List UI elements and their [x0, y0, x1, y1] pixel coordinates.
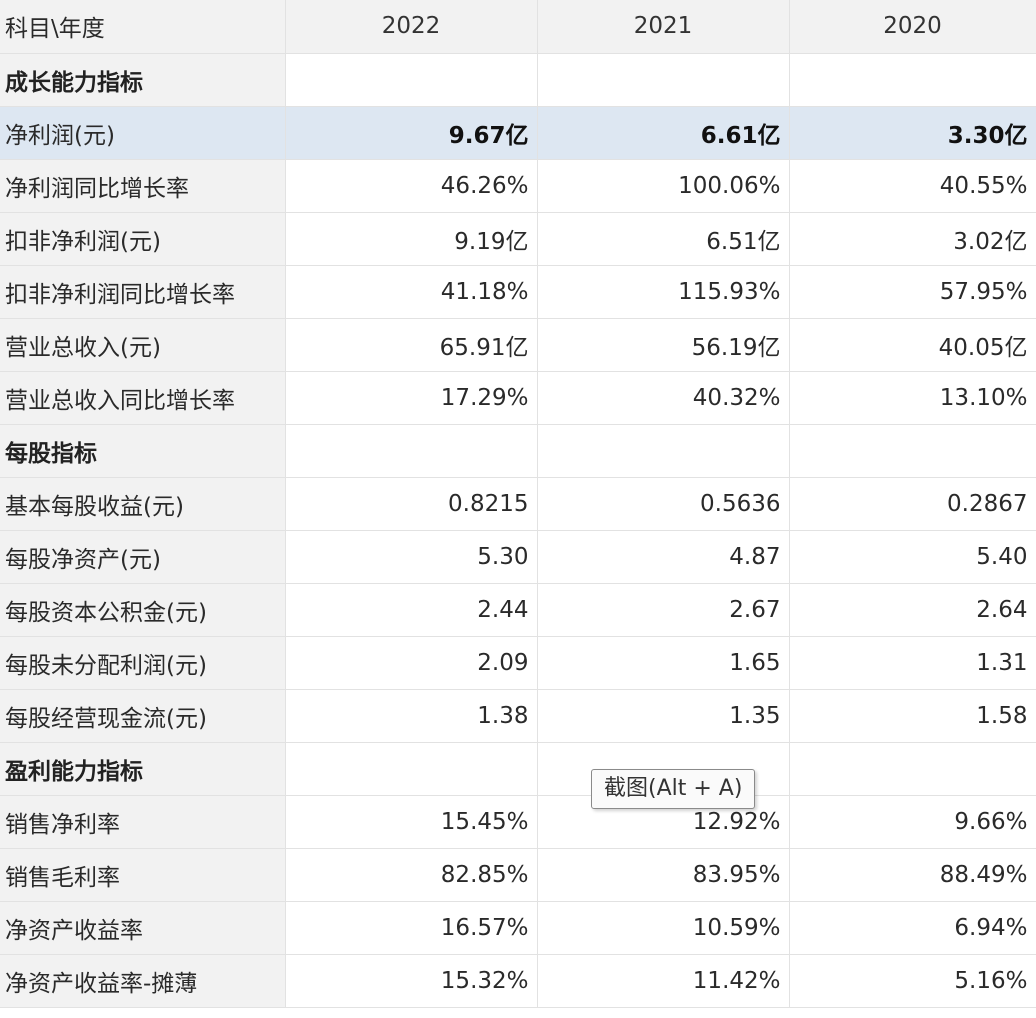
table-header-row: 科目\年度 2022 2021 2020: [0, 0, 1036, 54]
table-row[interactable]: 每股经营现金流(元) 1.38 1.35 1.58: [0, 689, 1036, 743]
table-cell: 40.05亿: [789, 318, 1036, 372]
table-row[interactable]: 营业总收入(元) 65.91亿 56.19亿 40.05亿: [0, 318, 1036, 372]
table-cell: 5.16%: [789, 954, 1036, 1008]
table-cell: 1.65: [537, 636, 790, 690]
table-cell: [789, 53, 1036, 107]
table-cell: 1.38: [285, 689, 538, 743]
row-label: 销售净利率: [0, 795, 286, 849]
table-cell: 3.30亿: [789, 106, 1036, 160]
section-title-profitability: 盈利能力指标: [0, 742, 286, 796]
table-cell: [537, 424, 790, 478]
table-cell: 88.49%: [789, 848, 1036, 902]
table-cell: 100.06%: [537, 159, 790, 213]
table-cell: 10.59%: [537, 901, 790, 955]
table-cell: 41.18%: [285, 265, 538, 319]
table-row[interactable]: 每股净资产(元) 5.30 4.87 5.40: [0, 530, 1036, 584]
table-cell: 11.42%: [537, 954, 790, 1008]
table-cell: 13.10%: [789, 371, 1036, 425]
table-cell: 15.32%: [285, 954, 538, 1008]
table-cell: 40.32%: [537, 371, 790, 425]
screenshot-shortcut-tooltip: 截图(Alt + A): [591, 769, 756, 809]
table-row[interactable]: 每股资本公积金(元) 2.44 2.67 2.64: [0, 583, 1036, 637]
header-year-2022[interactable]: 2022: [285, 0, 538, 54]
table-cell: 2.44: [285, 583, 538, 637]
table-cell: 17.29%: [285, 371, 538, 425]
row-label: 营业总收入同比增长率: [0, 371, 286, 425]
section-title-per-share: 每股指标: [0, 424, 286, 478]
table-cell: 16.57%: [285, 901, 538, 955]
table-cell: [789, 424, 1036, 478]
table-cell: 115.93%: [537, 265, 790, 319]
table-cell: [285, 53, 538, 107]
row-label: 净资产收益率: [0, 901, 286, 955]
table-row[interactable]: 净利润同比增长率 46.26% 100.06% 40.55%: [0, 159, 1036, 213]
table-cell: 4.87: [537, 530, 790, 584]
section-row-growth: 成长能力指标: [0, 53, 1036, 107]
table-cell: 46.26%: [285, 159, 538, 213]
table-row[interactable]: 基本每股收益(元) 0.8215 0.5636 0.2867: [0, 477, 1036, 531]
table-cell: 5.30: [285, 530, 538, 584]
row-label: 净资产收益率-摊薄: [0, 954, 286, 1008]
header-year-2021[interactable]: 2021: [537, 0, 790, 54]
table-cell: 6.94%: [789, 901, 1036, 955]
table-cell: [285, 424, 538, 478]
table-cell: 1.31: [789, 636, 1036, 690]
table-cell: 56.19亿: [537, 318, 790, 372]
section-row-per-share: 每股指标: [0, 424, 1036, 478]
table-row[interactable]: 销售毛利率 82.85% 83.95% 88.49%: [0, 848, 1036, 902]
table-cell: [789, 742, 1036, 796]
table-cell: 1.58: [789, 689, 1036, 743]
row-label: 每股经营现金流(元): [0, 689, 286, 743]
table-row-net-profit[interactable]: 净利润(元) 9.67亿 6.61亿 3.30亿: [0, 106, 1036, 160]
table-row[interactable]: 销售净利率 15.45% 12.92% 9.66%: [0, 795, 1036, 849]
row-label: 扣非净利润同比增长率: [0, 265, 286, 319]
table-cell: [285, 742, 538, 796]
row-label: 每股资本公积金(元): [0, 583, 286, 637]
row-label: 销售毛利率: [0, 848, 286, 902]
table-cell: [537, 53, 790, 107]
table-row[interactable]: 扣非净利润(元) 9.19亿 6.51亿 3.02亿: [0, 212, 1036, 266]
section-row-profitability: 盈利能力指标: [0, 742, 1036, 796]
table-cell: 5.40: [789, 530, 1036, 584]
row-label: 每股未分配利润(元): [0, 636, 286, 690]
table-cell: 9.67亿: [285, 106, 538, 160]
table-cell: 65.91亿: [285, 318, 538, 372]
table-cell: 0.8215: [285, 477, 538, 531]
table-cell: 1.35: [537, 689, 790, 743]
table-cell: 9.19亿: [285, 212, 538, 266]
table-cell: 82.85%: [285, 848, 538, 902]
table-row[interactable]: 净资产收益率-摊薄 15.32% 11.42% 5.16%: [0, 954, 1036, 1008]
table-cell: 6.51亿: [537, 212, 790, 266]
table-cell: 9.66%: [789, 795, 1036, 849]
table-row[interactable]: 营业总收入同比增长率 17.29% 40.32% 13.10%: [0, 371, 1036, 425]
row-label: 扣非净利润(元): [0, 212, 286, 266]
table-cell: 0.2867: [789, 477, 1036, 531]
row-label: 基本每股收益(元): [0, 477, 286, 531]
table-cell: 6.61亿: [537, 106, 790, 160]
row-label: 净利润同比增长率: [0, 159, 286, 213]
table-cell: 83.95%: [537, 848, 790, 902]
table-cell: 2.64: [789, 583, 1036, 637]
table-row[interactable]: 扣非净利润同比增长率 41.18% 115.93% 57.95%: [0, 265, 1036, 319]
section-title-growth: 成长能力指标: [0, 53, 286, 107]
table-cell: 57.95%: [789, 265, 1036, 319]
table-cell: 15.45%: [285, 795, 538, 849]
table-cell: 0.5636: [537, 477, 790, 531]
table-cell: 3.02亿: [789, 212, 1036, 266]
table-cell: 40.55%: [789, 159, 1036, 213]
table-cell: 2.09: [285, 636, 538, 690]
header-year-2020[interactable]: 2020: [789, 0, 1036, 54]
row-label: 每股净资产(元): [0, 530, 286, 584]
row-label: 营业总收入(元): [0, 318, 286, 372]
row-label: 净利润(元): [0, 106, 286, 160]
table-row[interactable]: 每股未分配利润(元) 2.09 1.65 1.31: [0, 636, 1036, 690]
table-cell: 2.67: [537, 583, 790, 637]
table-row[interactable]: 净资产收益率 16.57% 10.59% 6.94%: [0, 901, 1036, 955]
header-label-cell: 科目\年度: [0, 0, 286, 54]
